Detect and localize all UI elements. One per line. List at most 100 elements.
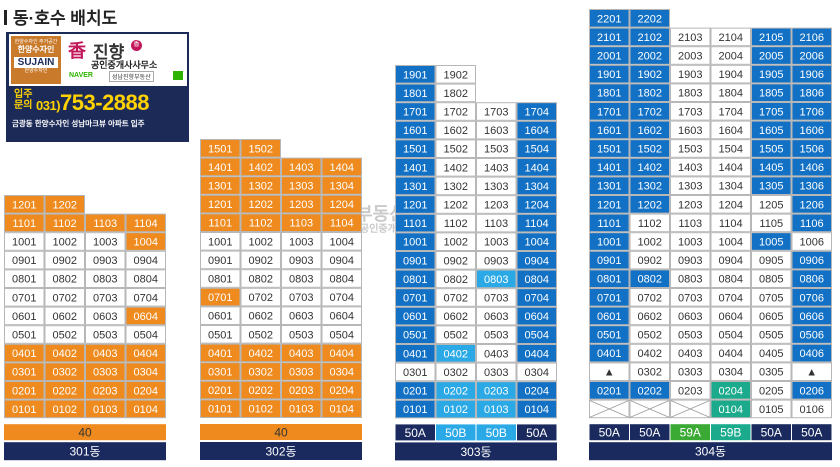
unit-cell[interactable] [240,343,281,363]
unit-cell[interactable] [321,157,362,177]
unit-cell[interactable] [670,213,711,233]
unit-cell[interactable] [321,306,362,325]
unit-cell[interactable] [589,325,630,344]
unit-cell[interactable] [589,288,630,307]
unit-cell[interactable] [629,250,670,270]
unit-cell[interactable] [670,27,711,47]
unit-cell[interactable] [395,120,436,140]
unit-cell[interactable] [670,139,711,158]
unit-cell[interactable] [516,120,557,140]
unit-cell[interactable] [125,250,166,270]
unit-cell[interactable] [670,288,711,307]
unit-cell[interactable] [476,306,517,326]
unit-cell[interactable] [44,381,85,400]
unit-cell[interactable] [670,195,711,214]
unit-cell[interactable] [44,213,85,233]
unit-cell[interactable] [476,213,517,233]
unit-cell[interactable] [435,176,476,196]
unit-cell[interactable] [670,381,711,400]
unit-cell[interactable] [435,120,476,140]
unit-cell[interactable] [791,325,832,344]
unit-cell[interactable] [751,306,792,326]
unit-cell[interactable] [240,380,281,400]
unit-cell[interactable] [791,157,832,177]
unit-cell[interactable] [791,288,832,307]
unit-cell[interactable] [435,344,476,363]
unit-cell[interactable] [200,250,241,270]
unit-cell[interactable] [670,157,711,177]
unit-cell[interactable] [125,306,166,326]
unit-cell[interactable] [395,139,436,159]
unit-cell[interactable] [791,64,832,84]
unit-cell[interactable] [281,176,322,195]
unit-cell[interactable] [435,306,476,326]
unit-cell[interactable] [435,362,476,382]
unit-cell[interactable] [670,325,711,344]
unit-cell[interactable] [395,213,436,233]
unit-cell[interactable] [85,343,126,363]
unit-cell[interactable] [516,176,557,196]
unit-cell[interactable] [281,325,322,344]
unit-cell[interactable] [629,269,670,288]
unit-cell[interactable] [281,362,322,381]
unit-cell[interactable] [125,213,166,233]
unit-cell[interactable] [791,120,832,140]
unit-cell[interactable] [476,269,517,289]
unit-cell[interactable] [589,250,630,270]
unit-cell[interactable] [751,269,792,288]
unit-cell[interactable] [44,325,85,344]
unit-cell[interactable] [791,102,832,121]
unit-cell[interactable] [321,176,362,195]
unit-cell[interactable] [589,195,630,214]
unit-cell[interactable] [589,120,630,140]
unit-cell[interactable] [395,269,436,289]
unit-cell[interactable] [85,325,126,344]
unit-cell[interactable] [435,83,476,103]
unit-cell[interactable] [629,139,670,158]
unit-cell[interactable] [516,269,557,289]
unit-cell[interactable] [44,399,85,419]
unit-cell[interactable] [281,399,322,418]
unit-cell[interactable] [589,381,630,400]
unit-cell[interactable] [395,251,436,270]
unit-cell[interactable] [44,343,85,363]
unit-cell[interactable] [395,102,436,121]
unit-cell[interactable] [435,158,476,177]
unit-cell[interactable] [125,362,166,381]
unit-cell[interactable] [791,250,832,270]
unit-cell[interactable] [4,213,45,233]
unit-cell[interactable] [125,399,166,419]
unit-cell[interactable] [791,139,832,158]
unit-cell[interactable] [4,343,45,363]
unit-cell[interactable] [791,232,832,251]
phone-number[interactable]: 031)753-2888 [36,90,150,116]
unit-cell[interactable] [395,65,436,84]
unit-cell[interactable] [476,158,517,177]
unit-cell[interactable] [791,381,832,400]
unit-cell[interactable] [4,250,45,270]
unit-cell[interactable] [476,362,517,382]
unit-cell[interactable] [240,325,281,344]
unit-cell[interactable] [476,251,517,270]
unit-cell[interactable] [435,102,476,121]
unit-cell[interactable] [589,213,630,233]
unit-cell[interactable] [670,269,711,288]
unit-cell[interactable] [751,64,792,84]
unit-cell[interactable] [4,306,45,326]
unit-cell[interactable] [516,381,557,400]
unit-cell[interactable] [516,251,557,270]
unit-cell[interactable] [516,102,557,121]
unit-cell[interactable] [710,157,751,177]
unit-cell[interactable] [476,325,517,344]
unit-cell[interactable] [85,399,126,419]
unit-cell[interactable] [710,399,751,419]
unit-cell[interactable] [85,250,126,270]
unit-cell[interactable] [589,157,630,177]
unit-cell[interactable] [710,269,751,288]
unit-cell[interactable] [589,362,630,381]
unit-cell[interactable] [751,120,792,140]
unit-cell[interactable] [200,269,241,288]
unit-cell[interactable] [4,381,45,400]
unit-cell[interactable] [281,269,322,288]
unit-cell[interactable] [589,139,630,158]
